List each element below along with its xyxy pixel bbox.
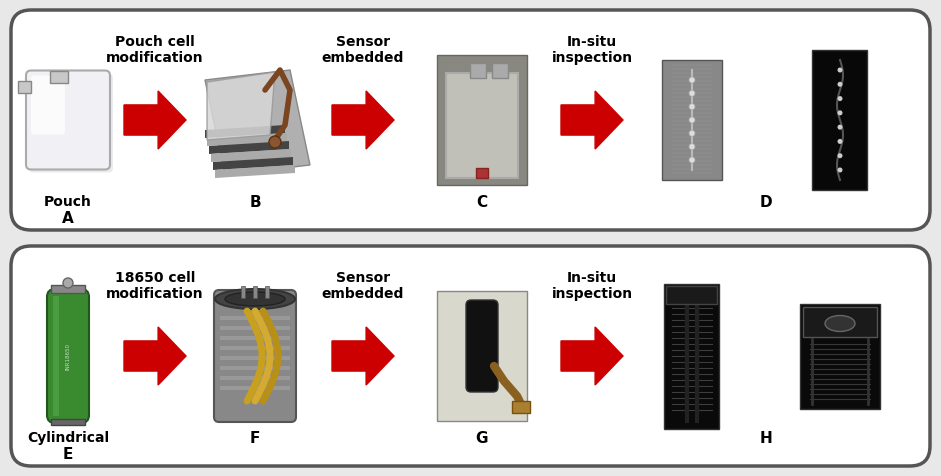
Text: D: D	[759, 195, 773, 210]
Bar	[241, 286, 245, 298]
Text: C: C	[476, 195, 487, 210]
Bar	[220, 376, 290, 380]
FancyBboxPatch shape	[47, 289, 89, 423]
Bar	[50, 70, 68, 82]
Bar	[812, 50, 868, 190]
Circle shape	[837, 96, 842, 101]
Circle shape	[689, 90, 695, 96]
Text: In-situ
inspection: In-situ inspection	[551, 271, 632, 301]
Bar	[662, 60, 722, 180]
FancyBboxPatch shape	[11, 10, 930, 230]
Polygon shape	[209, 141, 289, 154]
Circle shape	[689, 157, 695, 163]
Polygon shape	[215, 165, 295, 178]
Polygon shape	[332, 91, 394, 149]
Text: H: H	[759, 431, 773, 446]
Ellipse shape	[215, 289, 295, 309]
Polygon shape	[124, 91, 186, 149]
Polygon shape	[561, 327, 623, 385]
Circle shape	[837, 68, 842, 72]
Bar	[51, 285, 85, 293]
Circle shape	[837, 82, 842, 87]
Circle shape	[269, 136, 281, 148]
FancyBboxPatch shape	[29, 73, 113, 172]
FancyBboxPatch shape	[11, 246, 930, 466]
Polygon shape	[124, 327, 186, 385]
FancyBboxPatch shape	[214, 290, 296, 422]
Bar	[220, 346, 290, 350]
Bar	[220, 356, 290, 360]
Polygon shape	[332, 327, 394, 385]
Circle shape	[837, 139, 842, 144]
Bar	[800, 304, 880, 408]
Bar	[437, 55, 527, 185]
Text: Cylindrical: Cylindrical	[27, 431, 109, 445]
Bar	[220, 366, 290, 370]
Text: A: A	[62, 211, 74, 226]
Bar	[446, 72, 518, 178]
Bar	[51, 419, 85, 425]
Bar	[220, 336, 290, 340]
Text: Sensor
embedded: Sensor embedded	[322, 35, 405, 65]
FancyBboxPatch shape	[26, 70, 110, 169]
Polygon shape	[211, 149, 291, 162]
Text: E: E	[63, 447, 73, 462]
Polygon shape	[207, 133, 287, 146]
Circle shape	[689, 144, 695, 149]
Circle shape	[689, 117, 695, 123]
Bar	[53, 296, 59, 416]
Bar	[253, 286, 257, 298]
Bar	[664, 284, 720, 428]
Bar	[492, 62, 508, 78]
FancyBboxPatch shape	[466, 300, 498, 392]
Polygon shape	[207, 72, 275, 140]
Polygon shape	[213, 157, 293, 170]
Bar	[437, 291, 527, 421]
Circle shape	[689, 104, 695, 109]
Bar	[803, 307, 877, 337]
Text: INR18650: INR18650	[66, 343, 71, 369]
Circle shape	[689, 77, 695, 83]
Ellipse shape	[225, 292, 285, 306]
Text: G: G	[476, 431, 488, 446]
Text: In-situ
inspection: In-situ inspection	[551, 35, 632, 65]
Circle shape	[837, 168, 842, 172]
Bar	[220, 326, 290, 330]
Circle shape	[837, 125, 842, 129]
Bar	[476, 168, 488, 178]
Polygon shape	[205, 125, 285, 138]
FancyBboxPatch shape	[31, 76, 65, 135]
Bar	[265, 286, 269, 298]
Polygon shape	[561, 91, 623, 149]
Bar	[220, 386, 290, 390]
Text: Pouch: Pouch	[44, 195, 92, 209]
Text: B: B	[249, 195, 261, 210]
Bar	[512, 401, 530, 413]
Text: F: F	[249, 431, 261, 446]
Bar	[18, 80, 31, 92]
Text: Pouch cell
modification: Pouch cell modification	[106, 35, 204, 65]
Bar	[220, 316, 290, 320]
Ellipse shape	[825, 316, 855, 331]
Circle shape	[689, 130, 695, 136]
Bar	[470, 62, 486, 78]
Bar	[666, 286, 717, 304]
Circle shape	[837, 153, 842, 158]
Text: 18650 cell
modification: 18650 cell modification	[106, 271, 204, 301]
Text: Sensor
embedded: Sensor embedded	[322, 271, 405, 301]
Polygon shape	[205, 70, 310, 175]
Circle shape	[63, 278, 73, 288]
Circle shape	[837, 110, 842, 115]
